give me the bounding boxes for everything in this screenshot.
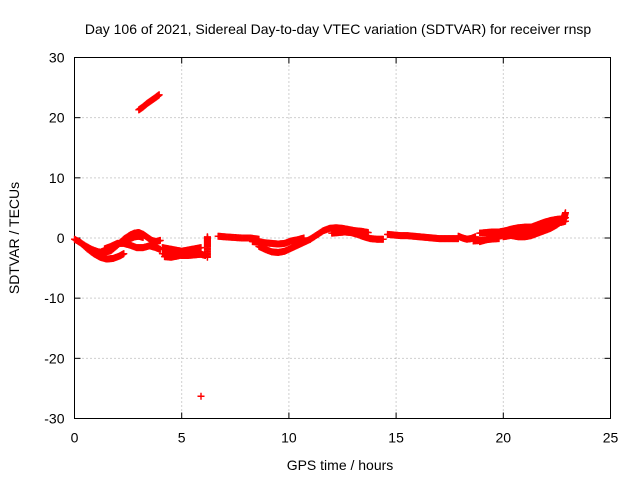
data-point-marker (195, 248, 203, 256)
y-tick-label: 30 (49, 50, 65, 66)
data-point-marker (203, 233, 211, 241)
series-sdtvar (71, 91, 569, 400)
x-tick-label: 5 (178, 430, 186, 446)
data-point-marker (379, 235, 387, 243)
y-tick-label: -10 (44, 290, 64, 306)
y-axis-label: SDTVAR / TECUs (6, 182, 22, 294)
chart-title: Day 106 of 2021, Sidereal Day-to-day VTE… (85, 21, 591, 37)
y-tick-label: 10 (49, 170, 65, 186)
x-tick-label: 15 (388, 430, 404, 446)
data-point-marker (139, 233, 147, 241)
data-points (71, 91, 569, 400)
data-point-marker (156, 236, 164, 244)
data-point-marker (495, 235, 503, 243)
data-point-marker (561, 217, 569, 225)
x-axis-label: GPS time / hours (287, 457, 394, 473)
x-tick-label: 20 (496, 430, 512, 446)
data-point-marker (120, 250, 128, 258)
x-tick-label: 10 (281, 430, 297, 446)
tick-marks (74, 57, 611, 419)
data-point-marker (197, 244, 205, 252)
x-tick-label: 0 (71, 430, 79, 446)
x-tick-labels: 0 5 10 15 20 25 (71, 430, 619, 446)
x-tick-label: 25 (603, 430, 619, 446)
y-tick-labels: -30 -20 -10 0 10 20 30 (44, 50, 64, 427)
y-tick-label: 0 (57, 230, 65, 246)
y-tick-label: -20 (44, 350, 64, 366)
y-tick-label: 20 (49, 110, 65, 126)
y-tick-label: -30 (44, 411, 64, 427)
data-point-marker (197, 392, 205, 400)
data-point-marker (155, 91, 163, 99)
